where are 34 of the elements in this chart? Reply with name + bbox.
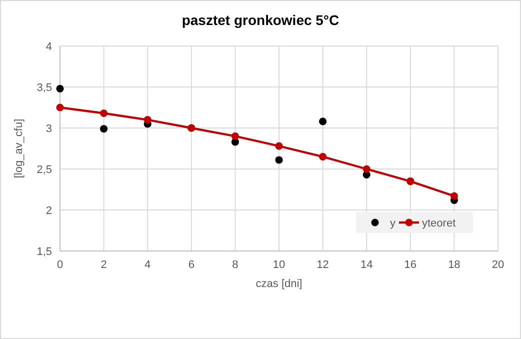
point [275,156,283,164]
x-tick-label: 8 [232,259,238,271]
x-axis-title: czas [dni] [256,278,302,290]
y-axis-title: [log_av_cfu] [13,118,25,178]
x-tick-label: 20 [492,259,504,271]
x-tick-label: 6 [188,259,194,271]
point [100,109,108,118]
x-tick-label: 16 [404,259,417,271]
y-tick-label: 4 [46,41,52,53]
point [56,104,64,112]
point [56,84,64,92]
x-tick-label: 14 [360,259,373,271]
x-tick-label: 18 [448,259,460,271]
point [275,142,283,150]
legend-label: yteoret [422,218,456,230]
x-tick-label: 2 [100,259,107,271]
point [319,152,327,160]
point [450,192,458,200]
x-tick-label: 12 [316,259,329,271]
x-tick-label: 10 [272,259,286,271]
point [144,116,152,124]
y-tick-label: 1,5 [36,246,52,258]
y-tick-label: 2 [46,205,52,217]
y-tick-label: 3,5 [36,82,52,94]
chart-title: pasztet gronkowiec 5°C [182,12,340,28]
point [319,118,327,126]
legend-label: y [390,218,396,230]
point [231,132,239,140]
point [362,165,370,173]
point [100,125,108,133]
y-tick-label: 2,5 [36,164,52,176]
x-tick-label: 4 [144,259,151,271]
x-tick-label: 0 [56,259,64,271]
y-tick-label: 3 [46,123,52,135]
